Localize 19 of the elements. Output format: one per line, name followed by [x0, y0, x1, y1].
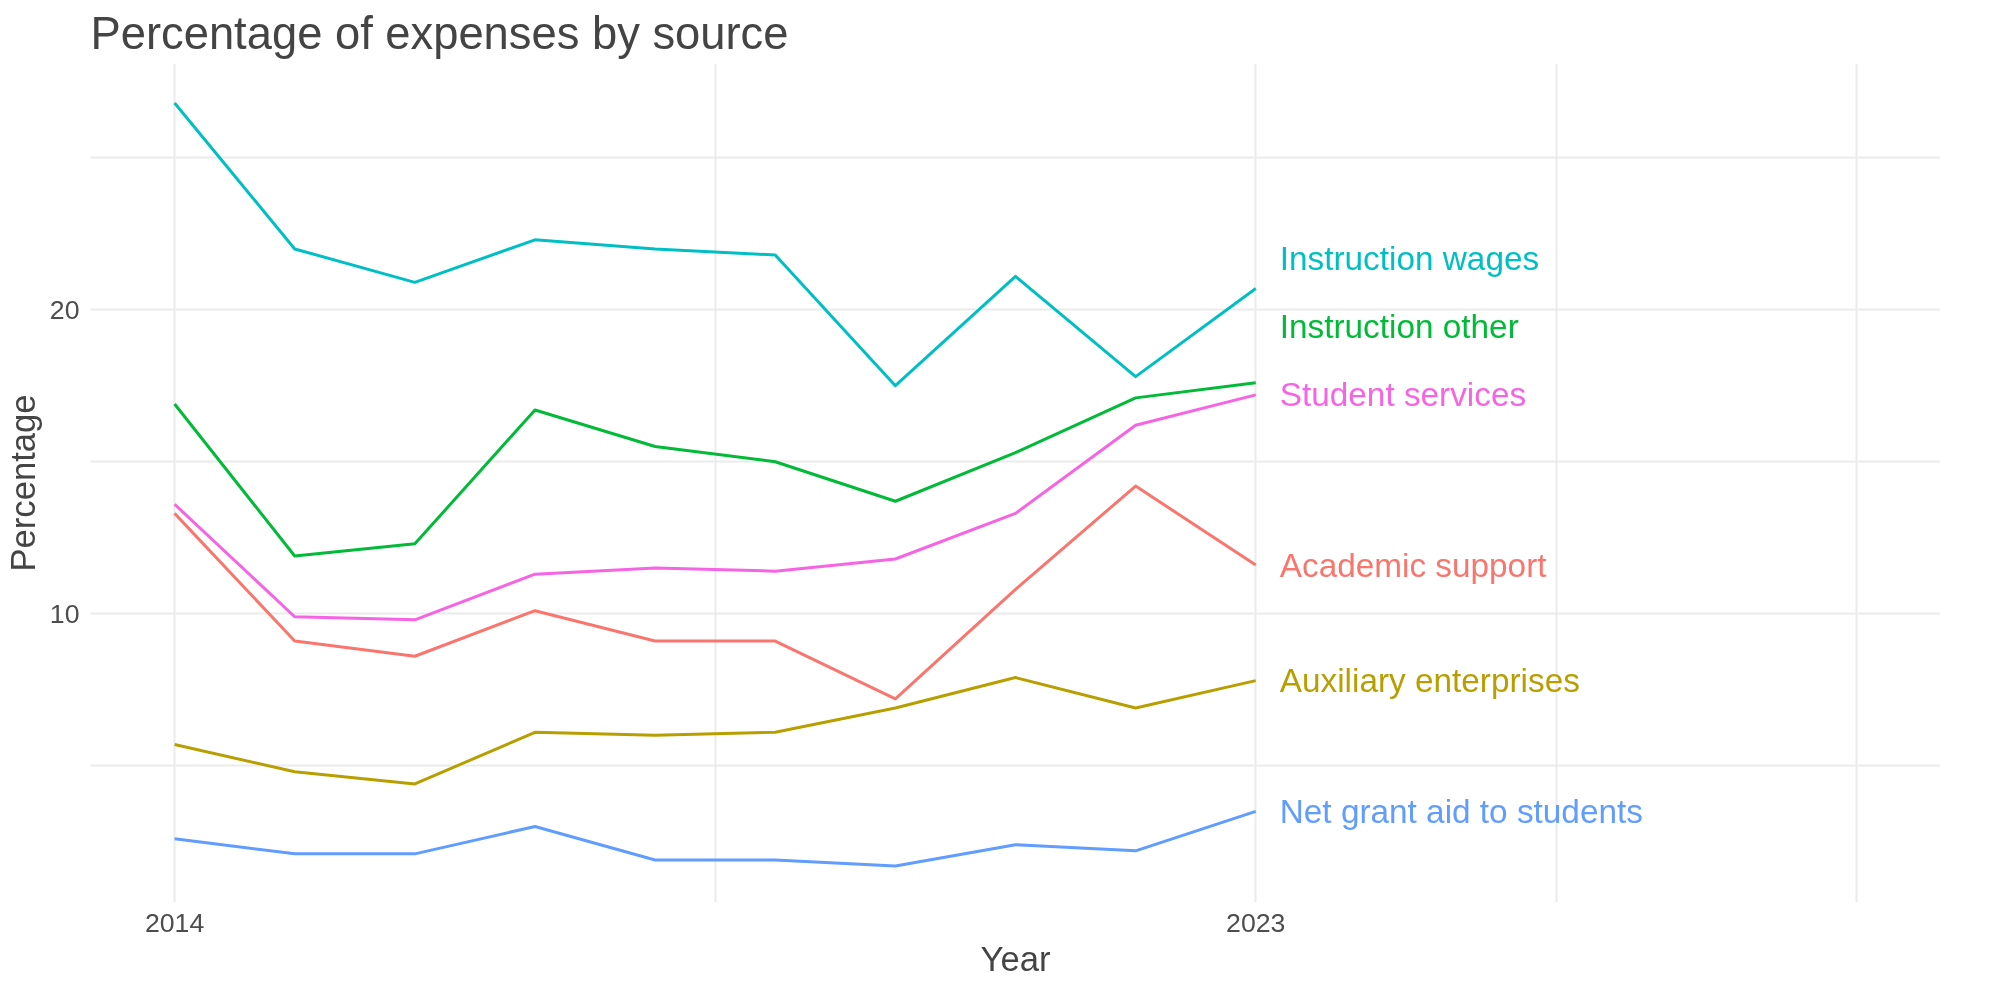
chart-title: Percentage of expenses by source	[90, 7, 789, 59]
series-label: Academic support	[1279, 546, 1548, 584]
series-label: Auxiliary enterprises	[1279, 662, 1580, 700]
y-tick-label: 10	[49, 598, 80, 629]
line-series	[173, 484, 1258, 701]
line-series	[173, 381, 1258, 558]
y-axis-title: Percentage	[3, 394, 42, 572]
series-label: Instruction wages	[1279, 239, 1540, 277]
series-label: Instruction other	[1279, 307, 1519, 345]
x-tick-label: 2014	[144, 907, 205, 938]
line-series	[173, 676, 1258, 786]
series-label: Student services	[1279, 376, 1527, 414]
series-label: Net grant aid to students	[1279, 792, 1643, 830]
line-series	[173, 101, 1258, 388]
x-tick-label: 2023	[1226, 907, 1286, 938]
y-tick-label: 20	[49, 294, 80, 325]
x-axis-title: Year	[980, 939, 1051, 978]
line-series	[173, 809, 1258, 868]
line-series	[173, 393, 1258, 622]
